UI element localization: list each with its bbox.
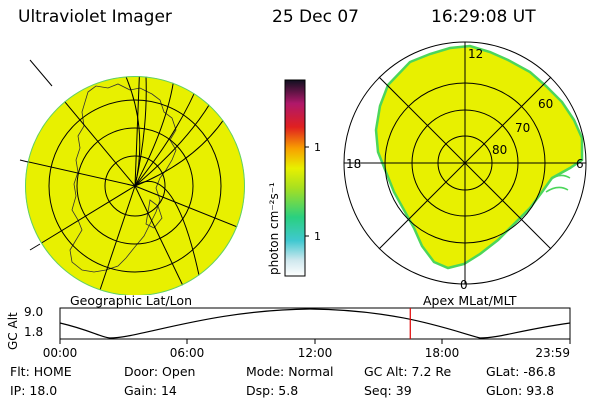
colorbar-tick-100: 100 [314, 141, 320, 154]
image-date: 25 Dec 07 [272, 7, 359, 27]
status-flight: Flt: HOME [10, 364, 72, 379]
geo-latitude-grid [48, 99, 222, 273]
time-tick-2359: 23:59 [535, 346, 570, 360]
mlat-label-80: 80 [492, 143, 507, 157]
status-door: Door: Open [124, 364, 196, 379]
colorbar-gradient [284, 79, 306, 277]
status-mode: Mode: Normal [246, 364, 334, 379]
mlat-label-60: 60 [538, 97, 553, 111]
magnetic-map-panel: 60 70 80 12 18 6 0 [343, 41, 587, 292]
colorbar-tick-10: 10 [314, 230, 320, 243]
status-dsp: Dsp: 5.8 [246, 383, 299, 398]
altitude-ytick-top: 9.0 [24, 305, 43, 319]
status-seq: Seq: 39 [364, 383, 412, 398]
mlt-label-0: 0 [460, 278, 468, 292]
time-tick-0000: 00:00 [43, 346, 78, 360]
magnetic-aurora-oval [374, 44, 584, 270]
continent-outline [69, 83, 177, 273]
altitude-ytick-bottom: 1.8 [24, 325, 43, 339]
time-tick-1200: 12:00 [298, 346, 333, 360]
time-tick-1800: 18:00 [425, 346, 460, 360]
status-ip: IP: 18.0 [10, 383, 58, 398]
magnetic-panel-caption: Apex MLat/MLT [423, 293, 517, 308]
status-gain: Gain: 14 [124, 383, 177, 398]
colorbar: 100 10 photon cm⁻²s⁻¹ [267, 79, 320, 277]
colorbar-unit-label: photon cm⁻²s⁻¹ [267, 182, 281, 275]
mlt-label-18: 18 [346, 157, 361, 171]
time-tick-0600: 06:00 [170, 346, 205, 360]
mlt-label-12: 12 [468, 47, 483, 61]
status-glon: GLon: 93.8 [486, 383, 555, 398]
altitude-plot: GC Alt 9.0 1.8 00:00 06:00 12:00 18:00 2… [6, 305, 571, 360]
geographic-map-panel [19, 59, 245, 295]
image-time: 16:29:08 UT [431, 7, 536, 27]
altitude-axis-label: GC Alt [6, 312, 20, 350]
geo-panel-caption: Geographic Lat/Lon [70, 293, 192, 308]
status-glat: GLat: -86.8 [486, 364, 556, 379]
status-gc-alt: GC Alt: 7.2 Re [364, 364, 452, 379]
magnetic-grid [343, 41, 587, 285]
altitude-curve [59, 308, 571, 339]
mlat-label-70: 70 [515, 121, 530, 135]
instrument-title: Ultraviolet Imager [18, 7, 172, 27]
mlt-label-6: 6 [576, 157, 584, 171]
